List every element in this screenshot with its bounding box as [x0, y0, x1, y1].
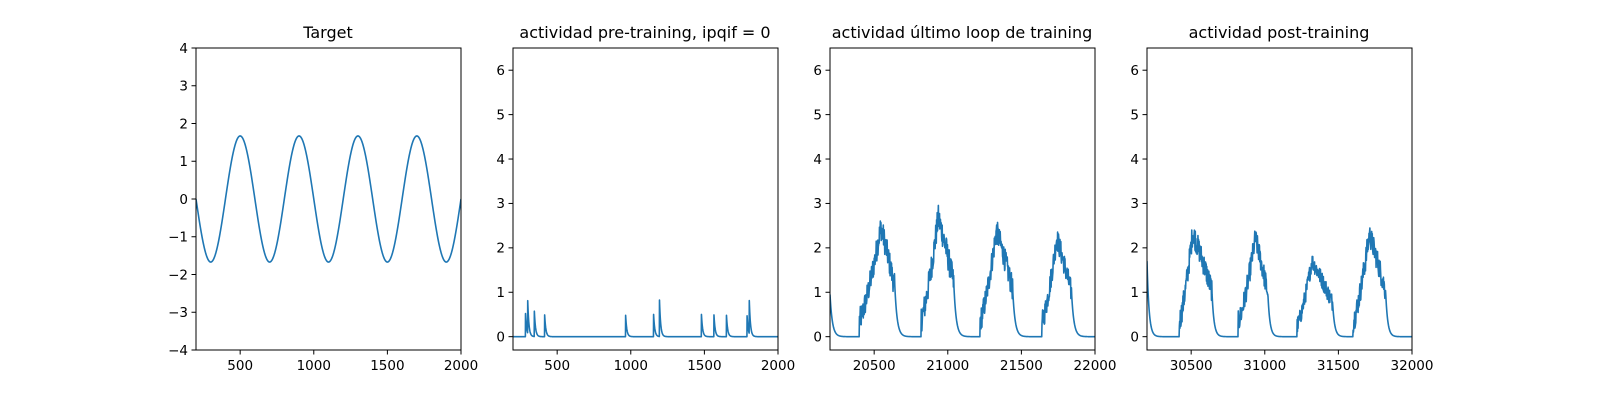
y-tick-label: 0: [813, 329, 822, 345]
y-tick-label: 4: [179, 41, 188, 57]
title-post-training: actividad post-training: [1189, 23, 1370, 42]
title-pre-training: actividad pre-training, ipqif = 0: [519, 23, 770, 42]
y-tick-label: 1: [496, 285, 505, 301]
x-tick-label: 30500: [1170, 358, 1213, 374]
y-tick-label: 1: [179, 154, 188, 170]
y-tick-label: −3: [168, 305, 188, 321]
y-tick-label: 0: [496, 329, 505, 345]
y-tick-label: 3: [813, 196, 822, 212]
x-tick-label: 31000: [1243, 358, 1286, 374]
y-tick-label: −2: [168, 267, 188, 283]
y-tick-label: 2: [179, 116, 188, 132]
subplot-post-training: actividad post-training 30500 31000 31500 3…: [1130, 23, 1433, 374]
y-tick-label: 4: [496, 152, 505, 168]
y-tick-label: 5: [813, 107, 822, 123]
y-tick-label: 4: [813, 152, 822, 168]
y-tick-label: 4: [1130, 152, 1139, 168]
y-tick-label: 3: [496, 196, 505, 212]
series-line-target-0: [196, 135, 461, 263]
y-tick-label: 6: [496, 63, 505, 79]
series-line-pre-training-0: [513, 299, 778, 338]
x-tick-label: 32000: [1391, 358, 1434, 374]
subplot-target: Target 500 1000 1500 2000 −4 −3 −2 −1 0 1 2 3 4: [168, 23, 478, 374]
y-tick-label: 3: [1130, 196, 1139, 212]
y-tick-label: 0: [179, 192, 188, 208]
axes-frame-last-training-loop: [829, 47, 1096, 351]
x-tick-label: 1000: [297, 358, 331, 374]
x-tick-label: 21500: [1000, 358, 1043, 374]
y-tick-label: 0: [1130, 329, 1139, 345]
x-tick-label: 500: [227, 358, 253, 374]
y-tick-label: 1: [813, 285, 822, 301]
y-tick-label: 2: [813, 241, 822, 257]
axes-frame-target: [195, 47, 462, 351]
x-tick-label: 22000: [1074, 358, 1117, 374]
title-target: Target: [302, 23, 353, 42]
x-tick-label: 2000: [761, 358, 795, 374]
y-tick-label: −4: [168, 343, 188, 359]
axes-frame-pre-training: [512, 47, 779, 351]
y-tick-label: 6: [1130, 63, 1139, 79]
y-tick-label: 2: [1130, 241, 1139, 257]
axes-frame-post-training: [1146, 47, 1413, 351]
x-tick-label: 20500: [853, 358, 896, 374]
subplot-pre-training: actividad pre-training, ipqif = 0 500 100…: [496, 23, 795, 374]
y-tick-label: 5: [496, 107, 505, 123]
title-last-training-loop: actividad último loop de training: [832, 23, 1093, 42]
x-tick-label: 2000: [444, 358, 478, 374]
series-line-post-training-0: [1147, 227, 1412, 338]
y-tick-label: 3: [179, 79, 188, 95]
x-tick-label: 500: [544, 358, 570, 374]
x-tick-label: 1000: [614, 358, 648, 374]
y-tick-label: 6: [813, 63, 822, 79]
x-tick-label: 21000: [926, 358, 969, 374]
subplot-last-training-loop: actividad último loop de training 20500 2…: [813, 23, 1116, 374]
y-tick-label: 2: [496, 241, 505, 257]
y-tick-label: 1: [1130, 285, 1139, 301]
series-line-last-training-loop-0: [830, 204, 1095, 338]
x-tick-label: 1500: [687, 358, 721, 374]
y-tick-label: 5: [1130, 107, 1139, 123]
x-tick-label: 1500: [370, 358, 404, 374]
x-tick-label: 31500: [1317, 358, 1360, 374]
y-tick-label: −1: [168, 230, 188, 246]
